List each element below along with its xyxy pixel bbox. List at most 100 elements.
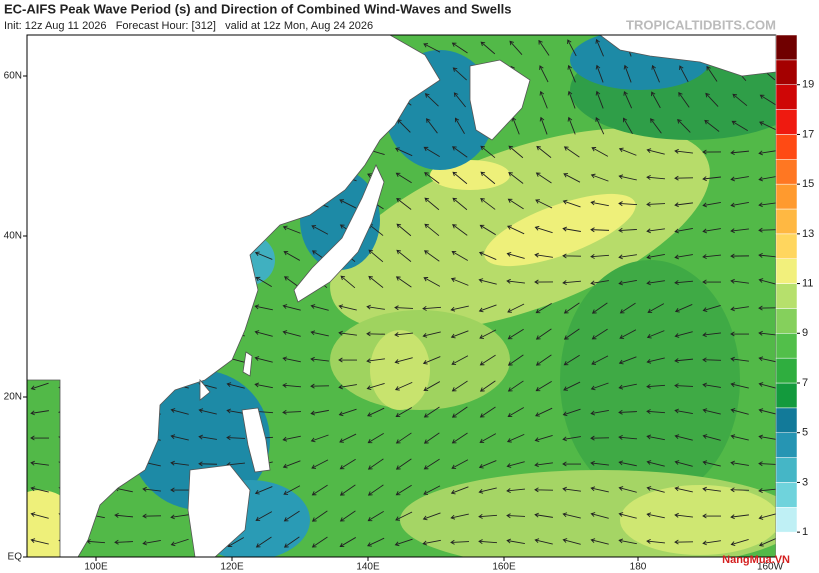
arrow: [730, 539, 749, 546]
arrow: [702, 540, 721, 546]
arrow: [395, 484, 412, 496]
colorbar-label: 17: [802, 128, 814, 140]
arrow: [535, 354, 552, 366]
arrow: [507, 380, 524, 392]
lat-label: 60N: [4, 71, 22, 82]
colorbar-label: 19: [802, 79, 814, 91]
colorbar-label: 9: [802, 327, 808, 339]
arrow: [451, 250, 469, 261]
arrow: [450, 305, 469, 312]
arrow: [618, 512, 637, 519]
arrow: [618, 383, 637, 390]
arrow: [618, 486, 637, 493]
colorbar-segment: [775, 159, 798, 185]
arrow: [534, 538, 553, 545]
arrow: [394, 147, 413, 157]
arrow: [423, 277, 441, 287]
arrow: [450, 513, 469, 520]
colorbar-segment: [775, 109, 798, 135]
arrow: [618, 254, 637, 260]
arrow: [30, 382, 49, 391]
arrow: [310, 434, 329, 443]
arrow: [646, 486, 665, 493]
colorbar-label: 11: [802, 277, 813, 289]
arrow: [282, 356, 301, 363]
arrow: [758, 461, 776, 467]
arrow: [114, 512, 134, 518]
arrow: [759, 94, 776, 106]
arrow: [758, 488, 776, 494]
arrow: [591, 355, 609, 365]
arrow: [646, 512, 665, 519]
colorbar-segment: [775, 134, 798, 160]
arrow: [758, 305, 776, 311]
arrow: [254, 382, 273, 389]
arrow: [702, 382, 721, 388]
lon-label: 160W: [757, 562, 784, 573]
arrow: [590, 486, 609, 493]
arrow: [423, 458, 440, 470]
lat-label: 40N: [4, 231, 22, 242]
arrow: [450, 277, 469, 286]
arrow: [170, 434, 189, 441]
arrow: [451, 406, 468, 418]
arrow: [590, 382, 609, 391]
arrow: [622, 117, 633, 135]
arrow: [480, 41, 496, 55]
arrow: [730, 514, 749, 520]
arrow: [254, 251, 273, 260]
arrow: [562, 280, 582, 285]
arrow: [702, 357, 722, 363]
subtitle: Init: 12z Aug 11 2026 Forecast Hour: [31…: [4, 20, 373, 32]
arrow: [367, 458, 384, 470]
arrow: [758, 356, 776, 363]
arrow: [480, 145, 496, 159]
arrow: [478, 460, 497, 469]
arrow: [310, 330, 329, 337]
arrow: [394, 332, 413, 338]
arrow: [730, 306, 749, 312]
colorbar-label: 3: [802, 476, 808, 488]
arrow: [282, 330, 301, 337]
arrow: [704, 119, 720, 132]
arrow: [650, 118, 662, 134]
arrow: [535, 172, 552, 184]
arrow: [451, 355, 469, 365]
arrow: [310, 409, 329, 416]
arrow: [730, 278, 749, 284]
arrow: [396, 197, 412, 210]
arrow: [311, 510, 328, 522]
arrow: [534, 435, 553, 442]
arrow: [730, 253, 750, 259]
arrow: [367, 537, 385, 547]
arrow: [506, 252, 525, 259]
arrow: [674, 486, 693, 493]
arrow: [170, 514, 189, 520]
arrow: [567, 64, 576, 83]
arrow: [759, 121, 776, 131]
arrow: [423, 406, 440, 418]
arrow: [702, 228, 721, 234]
arrow: [590, 512, 609, 519]
arrow: [702, 332, 721, 338]
arrow: [534, 462, 553, 468]
arrow: [702, 176, 721, 182]
arrow: [506, 278, 525, 284]
arrow: [677, 118, 691, 133]
arrow: [30, 486, 49, 493]
lat-label: 20N: [4, 392, 22, 403]
arrow: [590, 200, 609, 207]
arrow: [674, 539, 694, 545]
arrow: [730, 150, 750, 156]
arrow: [226, 382, 245, 389]
arrow: [254, 304, 273, 311]
arrow: [254, 330, 273, 337]
map: [27, 35, 776, 557]
arrow: [339, 458, 356, 470]
title: EC-AIFS Peak Wave Period (s) and Directi…: [4, 1, 511, 16]
arrow: [339, 433, 357, 443]
arrow: [507, 198, 524, 210]
arrow: [590, 409, 609, 416]
arrow: [451, 380, 468, 392]
